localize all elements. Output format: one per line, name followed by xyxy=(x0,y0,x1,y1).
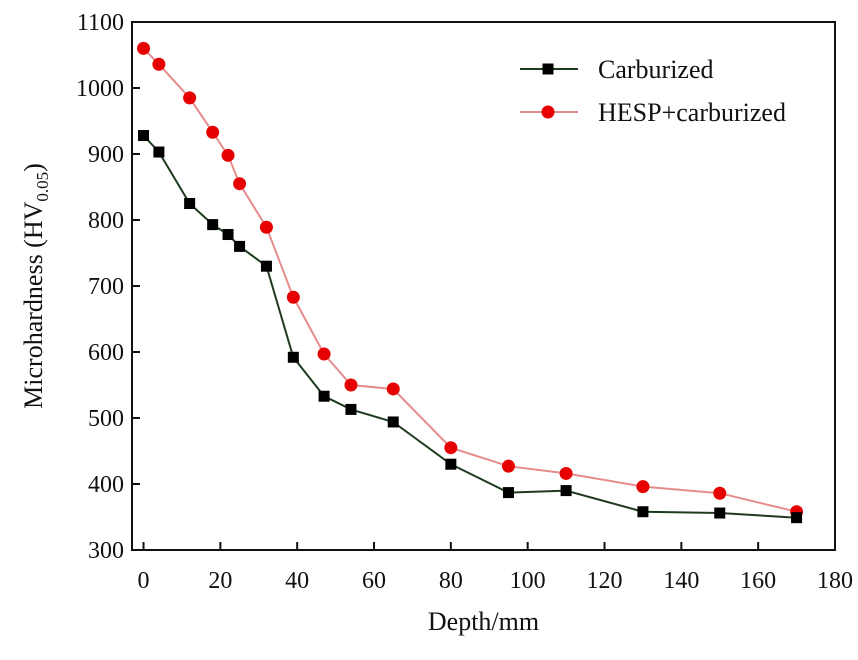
data-point-1-12 xyxy=(501,459,515,473)
y-tick-label: 800 xyxy=(88,208,124,234)
x-tick-label: 60 xyxy=(362,568,386,594)
data-point-0-12 xyxy=(502,487,514,499)
y-tick-label: 500 xyxy=(88,406,124,432)
data-point-0-0 xyxy=(138,130,150,142)
data-point-0-5 xyxy=(234,240,246,252)
x-tick-label: 100 xyxy=(510,568,546,594)
y-tick-label: 1000 xyxy=(76,76,124,102)
y-tick-label: 1100 xyxy=(77,10,124,36)
data-point-1-14 xyxy=(636,480,650,494)
data-point-0-8 xyxy=(318,390,330,402)
legend-label-carburized: Carburized xyxy=(598,55,714,84)
data-point-0-15 xyxy=(714,507,726,519)
data-point-1-4 xyxy=(221,148,235,162)
x-tick-label: 140 xyxy=(663,568,699,594)
data-point-0-7 xyxy=(287,351,299,363)
data-point-1-3 xyxy=(206,125,220,139)
data-point-1-2 xyxy=(183,91,197,105)
data-point-1-15 xyxy=(713,486,727,500)
y-axis-label-close: ) xyxy=(19,163,48,172)
data-point-1-7 xyxy=(286,290,300,304)
data-point-1-8 xyxy=(317,347,331,361)
data-point-0-4 xyxy=(222,229,234,241)
data-point-0-10 xyxy=(387,416,399,428)
legend-marker-carburized xyxy=(542,63,554,75)
data-point-0-6 xyxy=(260,260,272,272)
data-point-0-2 xyxy=(184,198,196,209)
y-tick-label: 900 xyxy=(88,142,124,168)
x-tick-label: 160 xyxy=(740,568,776,594)
x-tick-label: 0 xyxy=(138,568,150,594)
y-tick-label: 300 xyxy=(88,538,124,564)
data-point-1-13 xyxy=(559,466,573,480)
y-tick-label: 600 xyxy=(88,340,124,366)
data-point-0-9 xyxy=(345,403,357,415)
data-point-0-1 xyxy=(153,146,165,158)
data-point-1-6 xyxy=(259,220,273,234)
data-point-0-14 xyxy=(637,506,649,518)
data-point-0-3 xyxy=(207,219,219,231)
legend-marker-hesp xyxy=(541,105,555,119)
data-point-1-10 xyxy=(386,382,400,396)
data-point-1-11 xyxy=(444,441,458,455)
y-axis-label-main: Microhardness (HV xyxy=(19,201,48,408)
x-tick-label: 40 xyxy=(285,568,309,594)
x-tick-label: 20 xyxy=(208,568,232,594)
x-tick-label: 120 xyxy=(587,568,623,594)
data-point-1-5 xyxy=(233,177,247,191)
legend: Carburized HESP+carburized xyxy=(520,55,786,127)
data-point-1-0 xyxy=(137,41,151,55)
data-point-0-16 xyxy=(791,512,803,524)
series-line-0 xyxy=(142,134,797,519)
x-axis-label: Depth/mm xyxy=(428,607,539,636)
data-point-0-13 xyxy=(560,485,572,497)
series-layer xyxy=(137,41,804,524)
y-tick-label: 700 xyxy=(88,274,124,300)
x-tick-label: 180 xyxy=(817,568,853,594)
data-point-1-1 xyxy=(152,57,166,71)
x-tick-label: 80 xyxy=(439,568,463,594)
y-axis-label-subscript: 0.05 xyxy=(33,172,52,202)
y-tick-label: 400 xyxy=(88,472,124,498)
y-axis-label: Microhardness (HV0.05) xyxy=(19,163,52,409)
x-axis-ticks: 0 20 40 60 80 100 120 140 160 180 xyxy=(138,542,853,594)
legend-label-hesp-carburized: HESP+carburized xyxy=(598,98,786,127)
data-point-0-11 xyxy=(445,458,457,470)
y-axis-ticks: 300 400 500 600 700 800 900 1000 1100 xyxy=(76,10,140,564)
data-point-1-9 xyxy=(344,378,358,392)
